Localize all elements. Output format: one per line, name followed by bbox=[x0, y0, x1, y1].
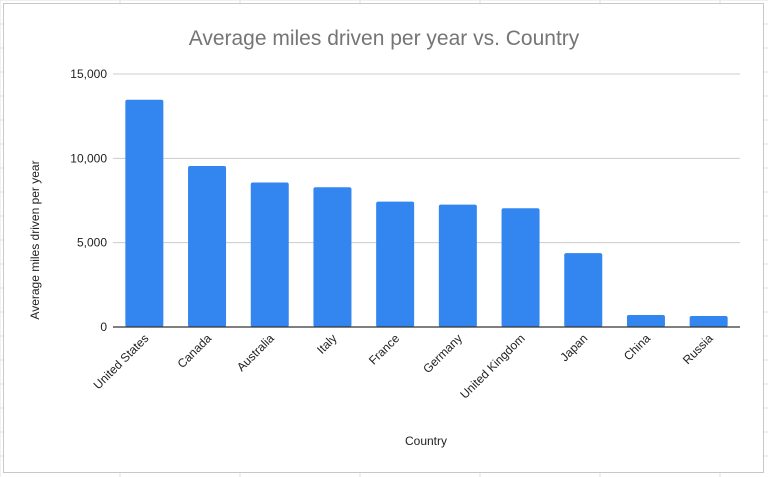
y-tick-label: 0 bbox=[100, 320, 107, 334]
bar-united-states[interactable] bbox=[125, 99, 164, 327]
x-tick-label: Italy bbox=[314, 331, 339, 356]
bar-united-kingdom[interactable] bbox=[501, 208, 540, 327]
x-tick-label: United Kingdom bbox=[457, 331, 527, 401]
x-tick-label: Canada bbox=[175, 331, 215, 371]
bar-italy[interactable] bbox=[313, 187, 352, 327]
x-tick-label: Japan bbox=[557, 331, 590, 364]
x-tick-label: Germany bbox=[420, 331, 465, 376]
bar-russia[interactable] bbox=[689, 316, 728, 327]
chart-title: Average miles driven per year vs. Countr… bbox=[188, 27, 580, 50]
x-tick-label: United States bbox=[91, 331, 152, 392]
bar-france[interactable] bbox=[376, 201, 415, 327]
y-axis-label: Average miles driven per year bbox=[28, 160, 42, 320]
bar-australia[interactable] bbox=[250, 182, 289, 327]
x-tick-label: Russia bbox=[680, 331, 716, 367]
x-tick-label: China bbox=[621, 331, 653, 363]
x-tick-label: France bbox=[366, 331, 403, 368]
bar-china[interactable] bbox=[626, 315, 665, 327]
bar-japan[interactable] bbox=[564, 253, 603, 327]
x-axis-label: Country bbox=[404, 434, 448, 448]
bar-canada[interactable] bbox=[188, 166, 227, 327]
y-tick-label: 5,000 bbox=[77, 236, 107, 250]
x-tick-label: Australia bbox=[234, 331, 277, 374]
y-tick-label: 15,000 bbox=[70, 67, 107, 81]
bar-germany[interactable] bbox=[438, 204, 477, 327]
y-tick-label: 10,000 bbox=[70, 151, 107, 165]
